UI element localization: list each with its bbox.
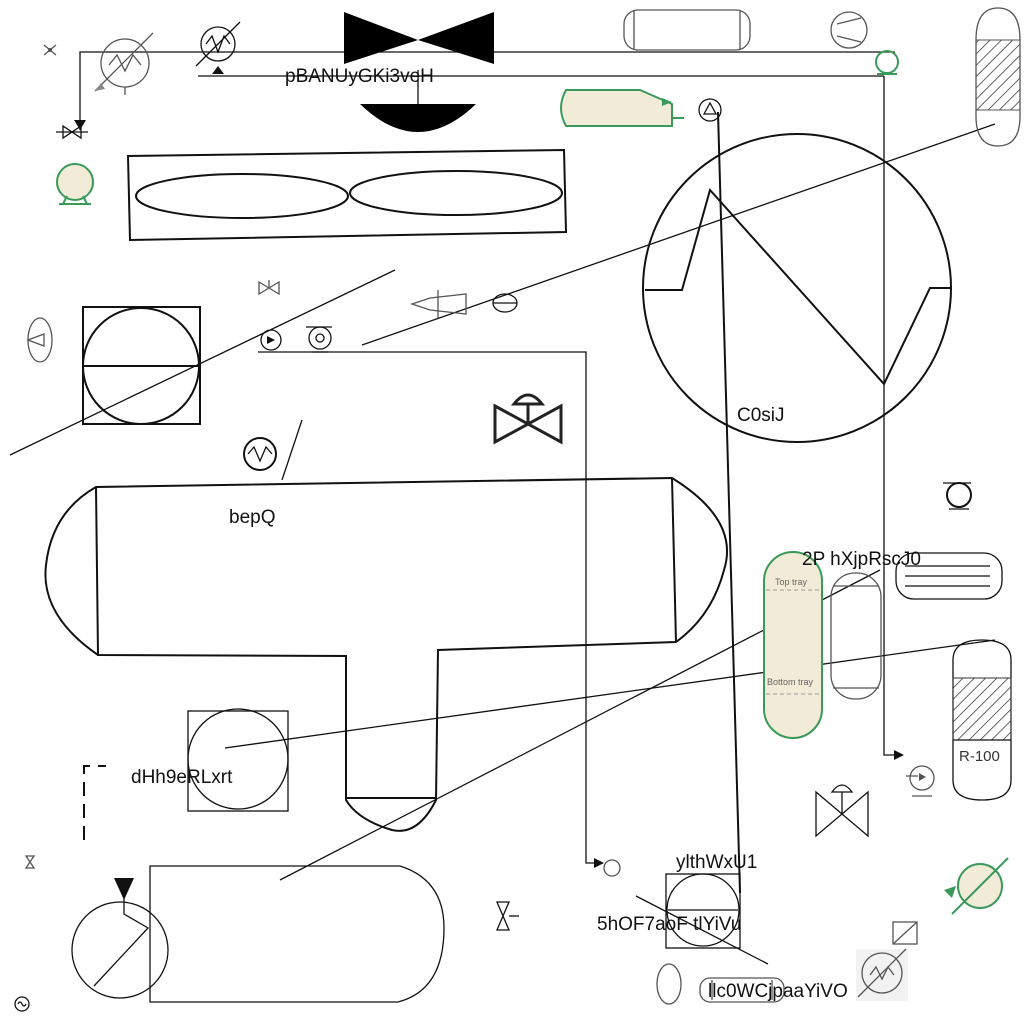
air-cooler-grey-icon (856, 948, 908, 1001)
compressor-icon (830, 11, 868, 49)
pump-right-icon (906, 765, 935, 797)
bottom-tag2-label: 5hOF7aoF tlYiVu (597, 914, 741, 935)
hourglass-icon (24, 855, 36, 869)
butterfly-valve-icon (344, 12, 494, 132)
eye-valve-icon (492, 293, 518, 313)
oval-icon (656, 963, 682, 1005)
fan-outline-icon (26, 317, 53, 363)
vessel-tag-label: bepQ (229, 507, 275, 528)
green-exchanger-icon (944, 857, 1009, 915)
bowtie-valve-icon (496, 901, 519, 931)
large-heat-exchanger (642, 133, 952, 443)
bottom-tag3-label: llc0WCjpaaYiVO (708, 981, 848, 1002)
ejector-icon (409, 290, 467, 318)
horizontal-vessel (44, 476, 728, 832)
square-vessel (187, 708, 289, 812)
small-valve-icon (43, 44, 57, 56)
blower-icon (306, 326, 332, 353)
packed-column-icon (975, 7, 1021, 147)
pump-green-icon (56, 163, 94, 205)
gate-valve-icon (258, 280, 280, 296)
check-valve-icon (56, 124, 88, 140)
heater-coil-icon (243, 437, 277, 471)
top-tray-label: Top tray (775, 577, 808, 587)
square-symbol-icon (892, 921, 918, 945)
reactor-vessel (952, 639, 1012, 801)
vessel-box (82, 306, 201, 425)
heat-exchanger-icon (195, 21, 241, 74)
bottom-tag1-label: ylthWxU1 (676, 852, 757, 873)
bottom-vessel-box (665, 873, 741, 949)
pump-dark-icon (943, 482, 972, 510)
pump-small-icon (260, 329, 282, 351)
column-tag-label: 2P hXjpRscJ0 (802, 549, 921, 570)
horizontal-drum-icon (623, 9, 751, 51)
pump-green-small-icon (875, 50, 899, 75)
tray-column (763, 551, 823, 739)
top-title-label: pBANUyGKi3veH (285, 66, 434, 87)
control-valve-icon (493, 393, 563, 445)
coil-exchanger-icon (71, 878, 169, 999)
exchanger-tag-label: C0siJ (737, 405, 785, 426)
dashed-bracket (83, 765, 106, 840)
air-cooler-icon (94, 32, 154, 95)
reactor-tag-label: R-100 (959, 748, 1000, 765)
air-cooler-bank (126, 148, 568, 242)
filter-icon (699, 977, 785, 1003)
sine-icon (14, 996, 30, 1012)
heater-tank-icon (560, 89, 684, 127)
small-circle-icon (603, 859, 621, 877)
bottom-tray-label: Bottom tray (767, 677, 814, 687)
process-lines (9, 51, 996, 965)
shell-tube-exchanger-icon (895, 552, 1003, 600)
globe-valve-icon (815, 784, 869, 838)
vertical-drum-icon (830, 572, 882, 700)
left-tag-label: dHh9eRLxrt (131, 767, 233, 788)
horizontal-tank (149, 865, 445, 1003)
fan-icon (698, 98, 722, 122)
